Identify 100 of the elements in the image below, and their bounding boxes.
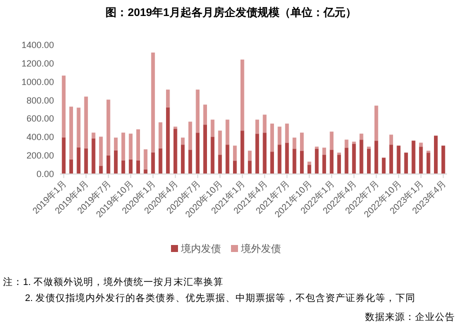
bar (92, 138, 96, 174)
bar (240, 130, 244, 174)
bar (352, 144, 356, 174)
bar (180, 144, 185, 174)
y-tick-label: 200.00 (26, 150, 54, 161)
bar (210, 136, 214, 174)
bar (106, 100, 110, 156)
bar (76, 147, 80, 174)
bar (158, 122, 162, 148)
bar (203, 104, 207, 125)
bar (203, 124, 207, 174)
source-note: 数据来源：企业公告 (365, 311, 455, 323)
text: 2. 发债仅指境内外发行的各类债券、优先票据、中期票据等，不包含资产证券化等，下同 (25, 292, 416, 304)
bar (121, 160, 126, 174)
bar (270, 124, 274, 152)
bar (114, 150, 118, 174)
bar (255, 134, 260, 174)
bar (144, 169, 148, 174)
bar (166, 107, 170, 174)
y-tick-label: 400.00 (26, 132, 54, 142)
bar (374, 140, 378, 174)
bar (382, 158, 386, 174)
y-tick-label: 1400.00 (21, 40, 54, 50)
bar (233, 146, 237, 161)
bar (76, 108, 80, 148)
bar (196, 132, 200, 174)
bar (210, 120, 214, 137)
bar (360, 134, 364, 140)
bar (166, 90, 170, 108)
bar (84, 96, 88, 148)
bar (314, 148, 319, 174)
bar (262, 114, 267, 133)
bar (158, 148, 162, 174)
bar (300, 150, 304, 174)
bar (233, 160, 237, 174)
bar (62, 76, 66, 138)
bar (426, 152, 430, 174)
chart-title: 图：2019年1月起各月房企发债规模（单位：亿元） (106, 6, 356, 19)
bar (69, 159, 74, 174)
bar (330, 132, 334, 150)
bar (389, 144, 394, 174)
bar (240, 60, 244, 131)
bar (121, 132, 126, 160)
y-tick-label: 0.00 (36, 169, 54, 179)
bar (62, 137, 66, 174)
bar (344, 148, 348, 174)
bar (226, 144, 230, 174)
bar (92, 132, 96, 138)
bar (396, 146, 400, 174)
bar (173, 128, 178, 174)
bar (114, 138, 118, 150)
bar (278, 126, 282, 145)
y-tick-label: 1000.00 (21, 76, 54, 87)
bar (69, 106, 74, 160)
bar (136, 129, 140, 160)
bar (196, 90, 200, 133)
bar (412, 140, 416, 174)
bar (99, 136, 103, 166)
bar (404, 152, 408, 174)
bar (278, 144, 282, 174)
bar (285, 124, 289, 143)
bar (322, 154, 326, 174)
bar (151, 152, 155, 174)
text: 注：1. 不做额外说明，境外债统一按月末汇率换算 (3, 276, 224, 288)
bar (226, 120, 230, 145)
bar (337, 154, 341, 174)
bar (151, 52, 155, 152)
legend-label: 境内发债 (180, 243, 221, 255)
y-tick-label: 600.00 (26, 114, 54, 124)
bar (128, 134, 133, 160)
bar (218, 130, 222, 155)
bar (255, 120, 260, 134)
bar (188, 150, 192, 174)
bar (84, 148, 88, 174)
bar (307, 162, 312, 165)
bar (128, 159, 133, 174)
bar (248, 150, 252, 161)
bar (441, 146, 446, 174)
bar (144, 149, 148, 170)
bar (419, 146, 423, 174)
bar (344, 140, 348, 148)
bar (262, 132, 267, 174)
bar (292, 148, 296, 174)
bar (360, 140, 364, 174)
bar (307, 164, 312, 174)
bar (389, 134, 394, 145)
bar (180, 138, 185, 145)
bar (99, 166, 103, 174)
bar (330, 150, 334, 174)
bar (434, 136, 438, 174)
bar (322, 148, 326, 155)
y-tick-label: 1200.00 (21, 58, 54, 68)
bar (248, 160, 252, 174)
bar (366, 148, 371, 174)
bar (136, 160, 140, 174)
bar (374, 106, 378, 141)
bar (285, 142, 289, 174)
y-tick-label: 800.00 (26, 95, 54, 106)
bar (300, 132, 304, 151)
bar (218, 154, 222, 174)
